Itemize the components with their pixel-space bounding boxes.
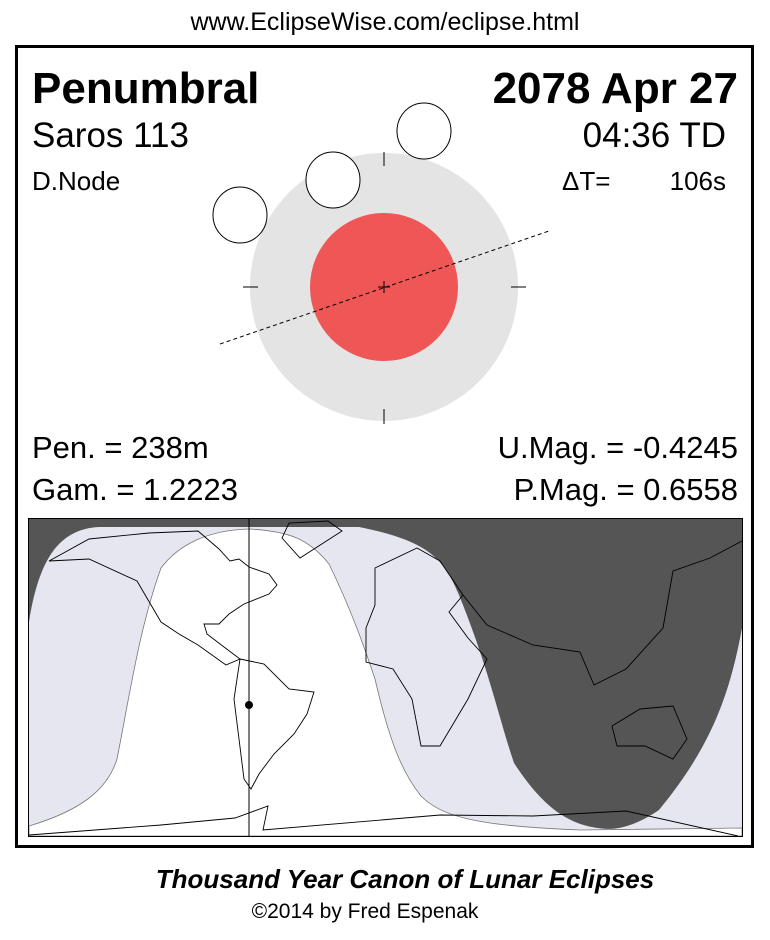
eclipse-geometry-diagram — [212, 102, 550, 424]
shadow-ticks — [243, 152, 526, 424]
north-america-outline — [48, 530, 278, 666]
delta-t-label: ΔT= — [562, 166, 611, 196]
saros-number: Saros 113 — [32, 116, 189, 155]
umbral-magnitude: U.Mag. = -0.4245 — [497, 430, 738, 465]
eclipse-time: 04:36 TD — [582, 116, 726, 155]
moon-last-contact — [396, 102, 452, 160]
delta-t-value: 106s — [669, 166, 726, 196]
site-url: www.EclipseWise.com/eclipse.html — [190, 8, 580, 36]
moon-greatest-eclipse — [305, 151, 361, 209]
asia-outline — [462, 540, 742, 686]
node-label: D.Node — [32, 166, 121, 196]
greenland-outline — [281, 520, 343, 559]
eclipse-frame — [15, 45, 754, 848]
antarctica-outline — [29, 805, 739, 836]
coastlines — [29, 520, 742, 836]
moon-first-contact — [212, 186, 268, 244]
south-america-outline — [233, 658, 315, 790]
gamma-value: Gam. = 1.2223 — [32, 472, 238, 507]
penumbral-magnitude: P.Mag. = 0.6558 — [513, 472, 738, 507]
penumbral-duration: Pen. = 238m — [32, 430, 209, 465]
visibility-map — [28, 518, 743, 837]
australia-outline — [611, 705, 688, 760]
copyright: ©2014 by Fred Espenak — [251, 900, 479, 923]
night-zone — [29, 519, 742, 829]
zenith-point-marker — [245, 701, 253, 709]
canon-title: Thousand Year Canon of Lunar Eclipses — [155, 864, 655, 894]
full-visibility-zone — [29, 528, 742, 836]
eclipse-date: 2078 Apr 27 — [492, 64, 738, 113]
eclipse-type: Penumbral — [32, 64, 260, 113]
africa-europe-outline — [365, 547, 488, 747]
ecliptic-path — [219, 230, 550, 345]
